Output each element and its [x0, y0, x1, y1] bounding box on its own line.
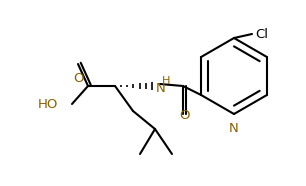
Text: O: O: [73, 72, 83, 85]
Text: N: N: [229, 122, 239, 135]
Text: H: H: [162, 76, 170, 86]
Text: Cl: Cl: [256, 28, 268, 41]
Text: O: O: [180, 109, 190, 122]
Text: HO: HO: [38, 97, 58, 110]
Text: N: N: [156, 82, 166, 95]
